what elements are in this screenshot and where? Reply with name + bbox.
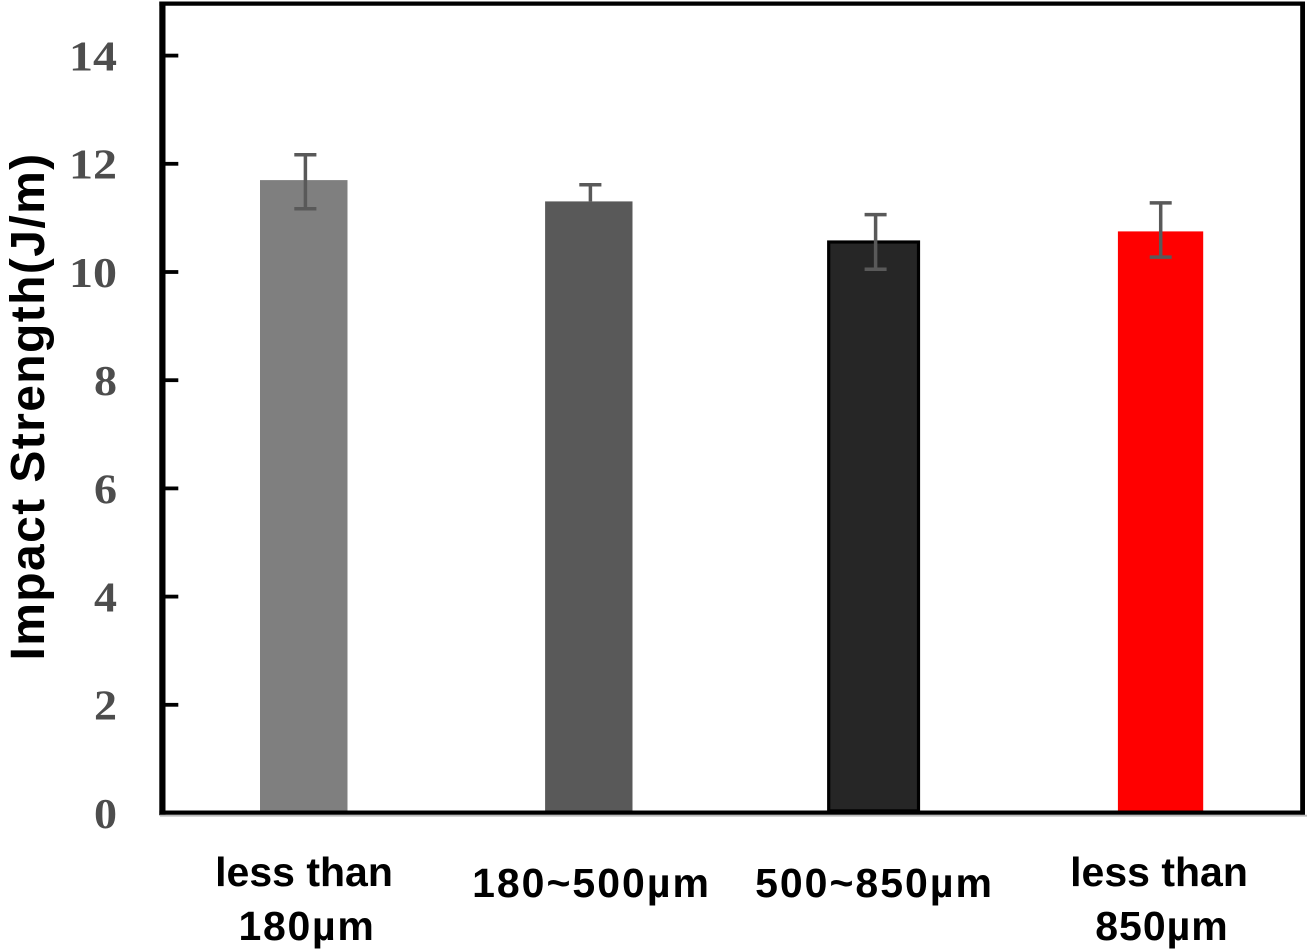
svg-text:10: 10 — [69, 251, 117, 297]
svg-text:0: 0 — [94, 792, 117, 838]
svg-text:less than: less than — [1070, 849, 1248, 895]
svg-text:14: 14 — [69, 35, 117, 81]
svg-text:180µm: 180µm — [239, 903, 376, 949]
svg-text:Impact Strength(J/m): Impact Strength(J/m) — [2, 152, 55, 660]
svg-text:less than: less than — [215, 849, 393, 895]
svg-text:180~500µm: 180~500µm — [472, 860, 711, 906]
svg-text:500~850µm: 500~850µm — [755, 860, 994, 906]
svg-text:8: 8 — [94, 359, 117, 405]
svg-text:2: 2 — [94, 684, 117, 730]
svg-text:6: 6 — [94, 467, 117, 513]
svg-text:850µm: 850µm — [1095, 903, 1229, 949]
svg-text:4: 4 — [94, 576, 117, 622]
svg-text:12: 12 — [69, 143, 117, 189]
